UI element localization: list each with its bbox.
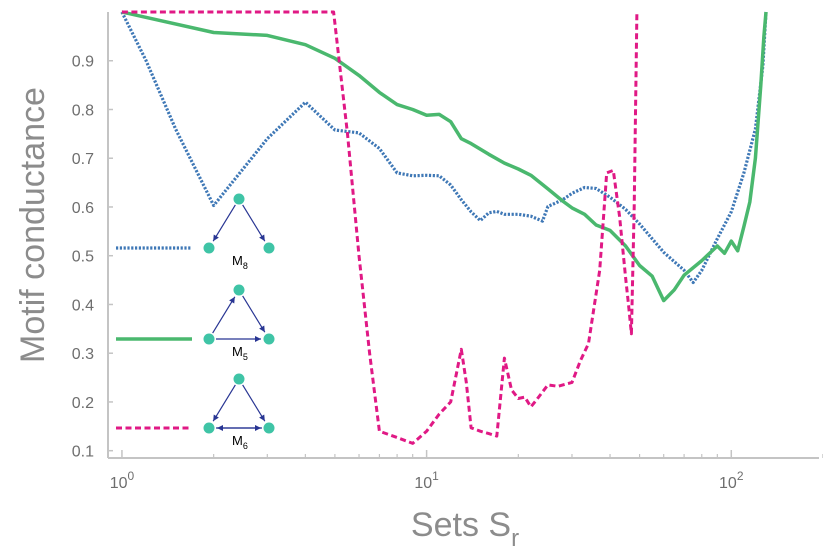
legend-label-m5: M5 — [232, 344, 248, 362]
y-tick-label: 0.2 — [72, 395, 94, 412]
x-axis-ticks: 100 101 102 — [110, 450, 823, 492]
series-line-m8 — [120, 11, 768, 285]
series-lines — [120, 10, 768, 445]
y-tick-label: 0.1 — [72, 444, 94, 461]
legend-label-m8: M8 — [232, 253, 248, 271]
y-axis-ticks: 0.1 0.2 0.3 0.4 0.5 0.6 0.7 0.8 0.9 — [72, 54, 113, 461]
y-tick-label: 0.4 — [72, 297, 94, 314]
x-tick-label: 100 — [110, 469, 135, 492]
x-axis-title-main: Sets S — [411, 506, 511, 544]
y-tick-label: 0.6 — [72, 200, 94, 217]
legend-entry-m8: M8 — [116, 193, 275, 271]
y-tick-label: 0.7 — [72, 151, 94, 168]
x-tick-label: 101 — [414, 469, 439, 492]
x-tick-label: 102 — [719, 469, 744, 492]
y-tick-label: 0.3 — [72, 346, 94, 363]
series-line-m5 — [121, 10, 768, 303]
y-axis-title: Motif conductance — [14, 87, 52, 363]
legend-label-m6: M6 — [232, 433, 248, 451]
legend-entry-m5: M5 — [116, 284, 275, 362]
y-tick-label: 0.5 — [72, 249, 94, 266]
y-tick-label: 0.8 — [72, 102, 94, 119]
motif-m5-icon — [203, 284, 275, 345]
legend: M8 M5 M6 — [116, 193, 275, 451]
motif-m6-icon — [203, 373, 275, 434]
motif-m8-icon — [203, 193, 275, 254]
legend-entry-m6: M6 — [116, 373, 275, 451]
x-axis-title: Sets Sr — [411, 506, 519, 552]
y-tick-label: 0.9 — [72, 54, 94, 71]
series-line-m6 — [121, 10, 639, 445]
axes — [107, 12, 819, 459]
x-axis-title-subscript: r — [511, 525, 519, 552]
